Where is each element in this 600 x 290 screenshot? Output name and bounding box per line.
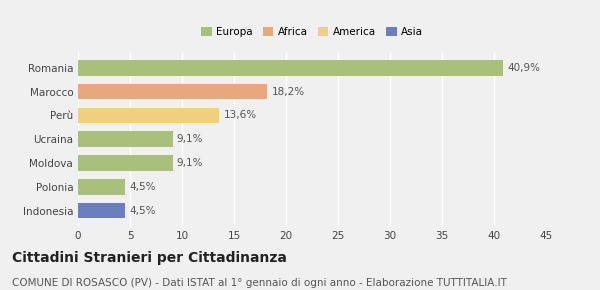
Text: 4,5%: 4,5% bbox=[129, 206, 155, 215]
Text: 9,1%: 9,1% bbox=[177, 134, 203, 144]
Bar bbox=[78, 179, 125, 195]
Bar bbox=[78, 108, 220, 123]
Text: 18,2%: 18,2% bbox=[271, 87, 305, 97]
Text: 4,5%: 4,5% bbox=[129, 182, 155, 192]
Text: COMUNE DI ROSASCO (PV) - Dati ISTAT al 1° gennaio di ogni anno - Elaborazione TU: COMUNE DI ROSASCO (PV) - Dati ISTAT al 1… bbox=[12, 278, 507, 288]
Legend: Europa, Africa, America, Asia: Europa, Africa, America, Asia bbox=[197, 23, 427, 41]
Bar bbox=[78, 84, 267, 99]
Text: 13,6%: 13,6% bbox=[224, 110, 257, 120]
Text: Cittadini Stranieri per Cittadinanza: Cittadini Stranieri per Cittadinanza bbox=[12, 251, 287, 265]
Text: 40,9%: 40,9% bbox=[508, 63, 541, 73]
Bar bbox=[78, 60, 503, 76]
Text: 9,1%: 9,1% bbox=[177, 158, 203, 168]
Bar bbox=[78, 131, 173, 147]
Bar bbox=[78, 203, 125, 218]
Bar bbox=[78, 155, 173, 171]
